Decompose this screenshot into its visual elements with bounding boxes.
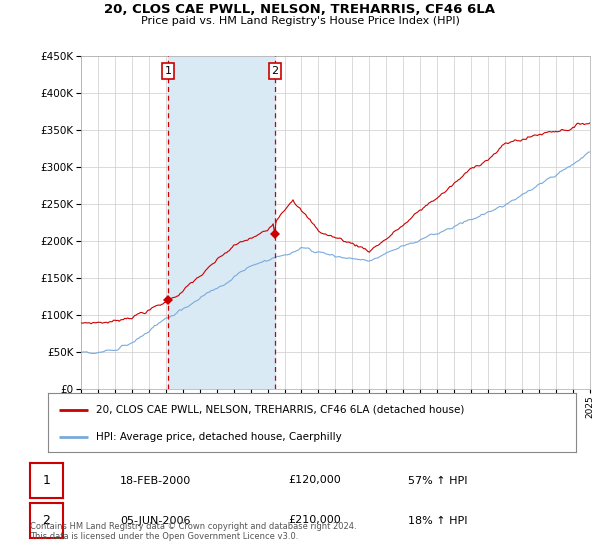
Text: 1: 1 [43,474,50,487]
Text: 2: 2 [271,66,278,76]
Text: £210,000: £210,000 [288,516,341,525]
Text: 18-FEB-2000: 18-FEB-2000 [120,475,191,486]
Text: 05-JUN-2006: 05-JUN-2006 [120,516,191,525]
Text: 1: 1 [164,66,172,76]
Text: 57% ↑ HPI: 57% ↑ HPI [408,475,467,486]
Text: 18% ↑ HPI: 18% ↑ HPI [408,516,467,525]
Text: £120,000: £120,000 [288,475,341,486]
Text: 20, CLOS CAE PWLL, NELSON, TREHARRIS, CF46 6LA (detached house): 20, CLOS CAE PWLL, NELSON, TREHARRIS, CF… [95,404,464,414]
Text: 2: 2 [43,514,50,527]
Text: Contains HM Land Registry data © Crown copyright and database right 2024.
This d: Contains HM Land Registry data © Crown c… [30,522,356,542]
Text: 20, CLOS CAE PWLL, NELSON, TREHARRIS, CF46 6LA: 20, CLOS CAE PWLL, NELSON, TREHARRIS, CF… [104,3,496,16]
Text: HPI: Average price, detached house, Caerphilly: HPI: Average price, detached house, Caer… [95,432,341,442]
Bar [168,56,275,389]
Text: Price paid vs. HM Land Registry's House Price Index (HPI): Price paid vs. HM Land Registry's House … [140,16,460,26]
